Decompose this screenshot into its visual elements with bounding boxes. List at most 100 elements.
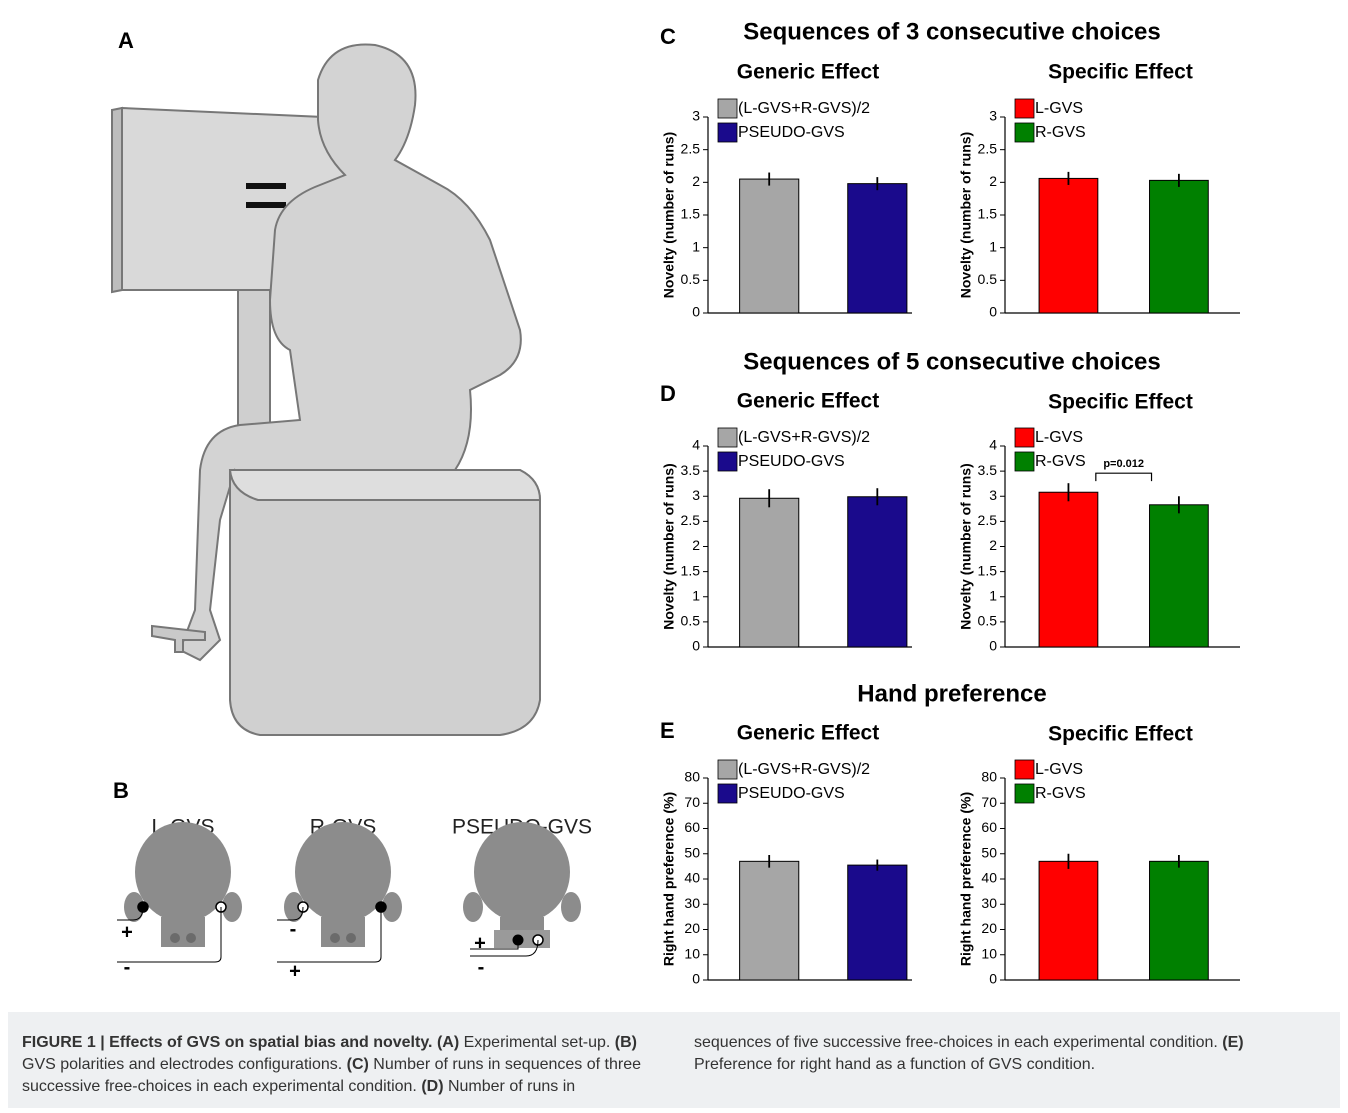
chart-title: Generic Effect <box>737 722 879 745</box>
y-tick-label: 1 <box>989 587 997 603</box>
y-tick-label: 2 <box>989 173 997 189</box>
charts: Sequences of 3 consecutive choices C Seque… <box>660 18 1240 987</box>
y-axis-label: Novelty (number of runs) <box>958 463 974 629</box>
y-tick-label: 50 <box>981 844 997 860</box>
legend-label: (L-GVS+R-GVS)/2 <box>738 761 870 778</box>
y-tick-label: 2.5 <box>978 140 998 156</box>
y-tick-label: 4 <box>692 437 700 453</box>
polarity-sign: + <box>121 921 133 943</box>
y-tick-label: 2.5 <box>978 512 998 528</box>
y-tick-label: 2.5 <box>681 512 701 528</box>
ear <box>284 892 304 922</box>
y-tick-label: 80 <box>981 769 997 785</box>
ear <box>382 892 402 922</box>
chart-title: Generic Effect <box>737 61 879 84</box>
legend-label: (L-GVS+R-GVS)/2 <box>738 100 870 117</box>
caption-text: (B) <box>614 1034 637 1051</box>
y-axis-label: Right hand preference (%) <box>958 792 974 966</box>
bar-chart: Specific Effect Right hand preference (%)… <box>958 723 1240 987</box>
bar <box>739 178 800 314</box>
y-axis-label: Novelty (number of runs) <box>958 132 974 298</box>
caption-text: (E) <box>1222 1034 1244 1051</box>
head <box>474 822 570 922</box>
y-tick-label: 0.5 <box>681 271 701 287</box>
dot <box>346 933 356 943</box>
section-title: Sequences of 3 consecutive choices <box>743 18 1161 45</box>
legend-swatch <box>717 427 738 448</box>
y-tick-label: 40 <box>684 870 700 886</box>
bar <box>1149 179 1209 314</box>
ear <box>463 892 483 922</box>
y-tick-label: 40 <box>981 870 997 886</box>
y-tick-label: 80 <box>684 769 700 785</box>
bar <box>1038 491 1099 648</box>
polarity-sign: - <box>478 956 485 978</box>
y-tick-label: 1.5 <box>681 562 701 578</box>
legend-swatch <box>1014 427 1035 448</box>
legend-label: (L-GVS+R-GVS)/2 <box>738 429 870 446</box>
y-tick-label: 20 <box>684 920 700 936</box>
legend-label: R-GVS <box>1035 785 1086 802</box>
chart-title: Specific Effect <box>1048 723 1193 746</box>
neck <box>321 917 365 947</box>
y-tick-label: 0 <box>989 304 997 320</box>
y-tick-label: 3.5 <box>978 462 998 478</box>
y-tick-label: 70 <box>684 794 700 810</box>
panel-label: C <box>660 24 676 49</box>
y-axis-label: Novelty (number of runs) <box>661 463 677 629</box>
caption-text: (A) <box>436 1034 460 1051</box>
legend-swatch <box>717 122 738 143</box>
y-tick-label: 3 <box>989 108 997 124</box>
legend-label: R-GVS <box>1035 453 1086 470</box>
polarity-sign: + <box>474 932 486 954</box>
bar <box>1038 177 1099 314</box>
caption-text: (C) <box>346 1056 369 1073</box>
wire <box>117 907 222 963</box>
bar <box>739 497 800 648</box>
ear <box>561 892 581 922</box>
y-tick-label: 30 <box>981 895 997 911</box>
y-tick-label: 0.5 <box>978 271 998 287</box>
significance-bracket <box>1095 472 1153 482</box>
y-tick-label: 0 <box>692 638 700 654</box>
legend-swatch <box>717 451 738 472</box>
y-tick-label: 70 <box>981 794 997 810</box>
polarity-sign: - <box>290 918 297 940</box>
wire <box>470 940 519 950</box>
legend-swatch <box>717 98 738 119</box>
bar-chart: Generic Effect Right hand preference (%) 0… <box>661 722 912 987</box>
y-axis-label: Novelty (number of runs) <box>661 132 677 298</box>
figure: A B L-GVS+-R-GVS-+PSEUDO-GVS+- Sequences… <box>111 18 1240 987</box>
illustration <box>111 43 542 736</box>
chart-title: Specific Effect <box>1048 391 1193 414</box>
legend-swatch <box>1014 759 1035 780</box>
polarity-sign: + <box>289 960 301 982</box>
y-tick-label: 20 <box>981 920 997 936</box>
bar <box>1038 860 1099 981</box>
wire <box>117 906 144 921</box>
legend-label: L-GVS <box>1035 761 1083 778</box>
legend-swatch <box>1014 122 1035 143</box>
y-tick-label: 0 <box>989 638 997 654</box>
polarity-sign: - <box>124 956 131 978</box>
bar <box>739 860 800 981</box>
dot <box>170 933 180 943</box>
caption-text: GVS polarities and electrodes configurat… <box>22 1056 347 1073</box>
y-tick-label: 2 <box>989 537 997 553</box>
y-tick-label: 60 <box>684 819 700 835</box>
legend-swatch <box>1014 783 1035 804</box>
bar <box>847 864 908 981</box>
y-tick-label: 0.5 <box>681 613 701 629</box>
y-tick-label: 0.5 <box>978 613 998 629</box>
caption-text: Number of runs in sequences of three suc… <box>22 1056 641 1095</box>
y-tick-label: 1.5 <box>978 206 998 222</box>
y-tick-label: 3 <box>692 108 700 124</box>
y-tick-label: 10 <box>684 945 700 961</box>
bar <box>847 183 908 314</box>
y-tick-label: 0 <box>692 304 700 320</box>
y-tick-label: 0 <box>692 971 700 987</box>
legend-label: L-GVS <box>1035 429 1083 446</box>
y-tick-label: 3 <box>989 487 997 503</box>
ear <box>222 892 242 922</box>
